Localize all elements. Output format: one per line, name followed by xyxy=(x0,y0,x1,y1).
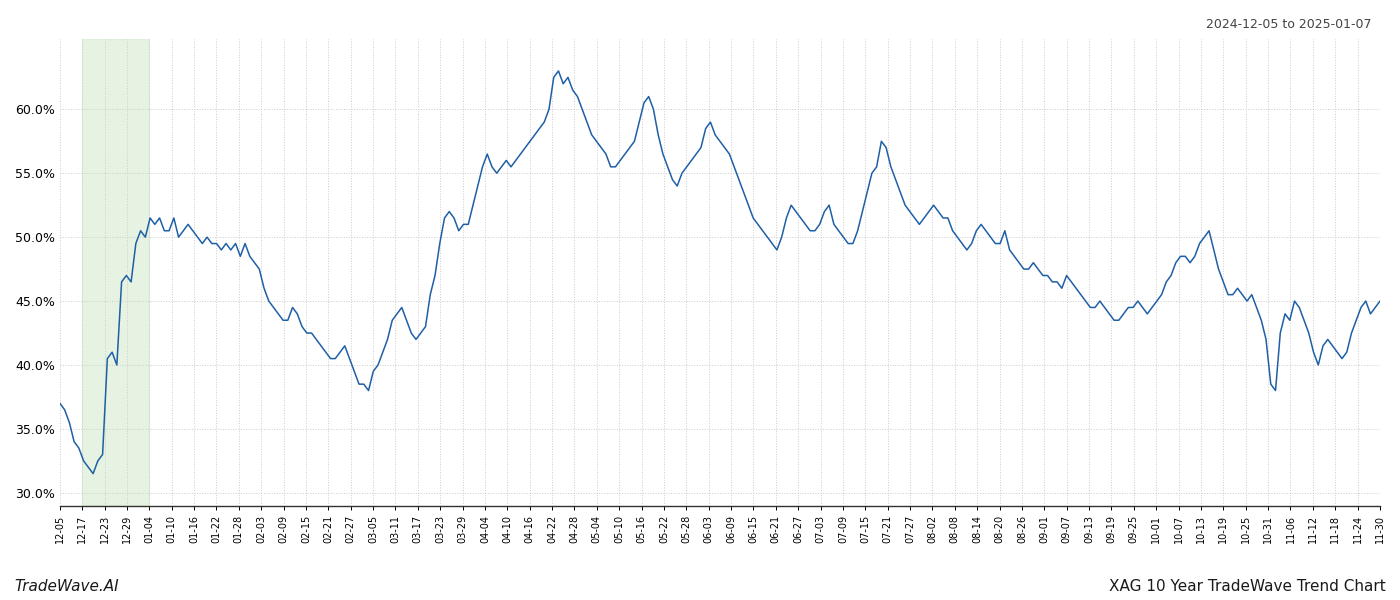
Text: TradeWave.AI: TradeWave.AI xyxy=(14,579,119,594)
Bar xyxy=(83,39,150,506)
Text: 2024-12-05 to 2025-01-07: 2024-12-05 to 2025-01-07 xyxy=(1207,18,1372,31)
Text: XAG 10 Year TradeWave Trend Chart: XAG 10 Year TradeWave Trend Chart xyxy=(1109,579,1386,594)
